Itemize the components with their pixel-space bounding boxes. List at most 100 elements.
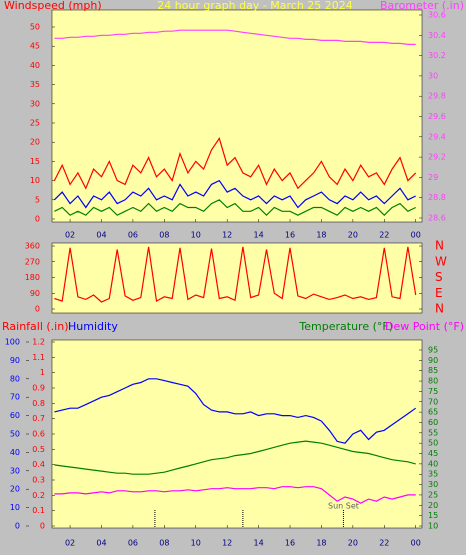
y-tick-label: 29.4 [428,132,446,141]
y-tick-label: W [435,254,447,268]
x-tick-label: 16 [285,539,295,548]
y-tick-label: 20 [10,485,20,494]
x-tick-label: 04 [96,539,106,548]
y-tick-label: 35 [428,470,438,479]
y-tick-label: 0.1 [32,506,45,515]
y-tick-label: 30.2 [428,51,446,60]
x-tick-label: 12 [222,539,232,548]
y-tick-label: 270 [25,257,40,266]
y-tick-label: 80 [428,377,438,386]
y-tick-label: 0.5 [32,445,45,454]
y-tick-label: 5 [35,195,40,204]
x-tick-label: 00 [411,539,421,548]
x-tick-label: 10 [191,539,201,548]
x-tick-label: 22 [379,539,389,548]
y-tick-label: 28.6 [428,214,446,223]
x-tick-label: 20 [348,539,358,548]
panel-wind [51,9,423,223]
y-tick-label: 30 [428,480,438,489]
x-tick-label: 08 [159,539,169,548]
y-tick-label: 0.9 [32,384,45,393]
y-tick-label: 45 [30,42,40,51]
y-tick-label: 10 [10,503,20,512]
y-tick-label: 55 [428,428,438,437]
dewpoint-title: Dew Point (°F) [385,320,464,333]
x-tick-label: 02 [65,539,75,548]
y-tick-label: 100 [5,338,20,347]
y-tick-label: 50 [30,23,40,32]
y-tick-label: 20 [30,138,40,147]
y-tick-label: 75 [428,387,438,396]
y-tick-label: 15 [30,157,40,166]
x-tick-label: 00 [411,231,421,240]
y-tick-label: 29 [428,173,438,182]
series-line [54,199,416,217]
y-tick-label: 40 [428,459,438,468]
y-tick-label: 1.1 [32,353,45,362]
y-tick-label: 80 [10,374,20,383]
y-tick-label: 0.3 [32,476,45,485]
y-tick-label: 95 [428,346,438,355]
y-tick-label: 25 [30,119,40,128]
x-tick-label: 12 [222,231,232,240]
series-line [54,29,416,45]
x-tick-label: 16 [285,231,295,240]
y-tick-label: 180 [25,273,40,282]
y-tick-label: 60 [10,411,20,420]
temperature-title: Temperature (°F) [298,320,393,333]
y-tick-label: 360 [25,242,40,251]
y-tick-label: 0 [40,522,45,531]
y-tick-label: 70 [10,393,20,402]
x-tick-label: 08 [159,231,169,240]
x-tick-label: 04 [96,231,106,240]
y-tick-label: 0.6 [32,430,45,439]
y-tick-label: 28.8 [428,193,446,202]
x-tick-label: 14 [254,539,264,548]
y-tick-label: 30 [30,99,40,108]
y-tick-label: 10 [30,176,40,185]
y-tick-label: 40 [10,448,20,457]
y-tick-label: 50 [428,439,438,448]
x-tick-label: 14 [254,231,264,240]
y-tick-label: 29.8 [428,92,446,101]
x-tick-label: 02 [65,231,75,240]
y-tick-label: 29.6 [428,112,446,121]
y-tick-label: 85 [428,366,438,375]
rainfall-title: Rainfall (.in) [2,320,69,333]
y-tick-label: 30 [10,466,20,475]
y-tick-label: N [435,302,444,316]
series-line [54,440,416,475]
y-tick-label: 20 [428,501,438,510]
y-tick-label: 29.2 [428,153,446,162]
y-tick-label: 0 [35,305,40,314]
y-tick-label: 40 [30,61,40,70]
y-tick-label: 90 [428,356,438,365]
y-tick-label: 65 [428,408,438,417]
y-tick-label: 45 [428,449,438,458]
series-line [53,179,416,209]
series-line [54,486,416,504]
y-tick-label: S [435,270,443,284]
x-tick-label: 10 [191,231,201,240]
x-tick-label: 06 [128,539,138,548]
y-tick-label: 1 [40,368,45,377]
x-tick-label: 20 [348,231,358,240]
y-tick-label: 0.8 [32,399,45,408]
y-tick-label: 0.7 [32,414,45,423]
panel-humidity [51,339,423,529]
x-tick-label: 06 [128,231,138,240]
y-axis-title: Windspeed (mph) [4,0,102,12]
y-tick-label: 0.4 [32,460,45,469]
y-tick-label: 50 [10,430,20,439]
panel-direction [51,242,423,314]
y-tick-label: 60 [428,418,438,427]
y-tick-label: N [435,239,444,253]
y-tick-label: E [435,286,443,300]
y-tick-label: 0.2 [32,491,45,500]
y-tick-label: 25 [428,490,438,499]
humidity-title: Humidity [68,320,118,333]
y-tick-label: 30.4 [428,31,446,40]
y-tick-label: 0 [35,215,40,224]
y-tick-label: 0 [15,522,20,531]
